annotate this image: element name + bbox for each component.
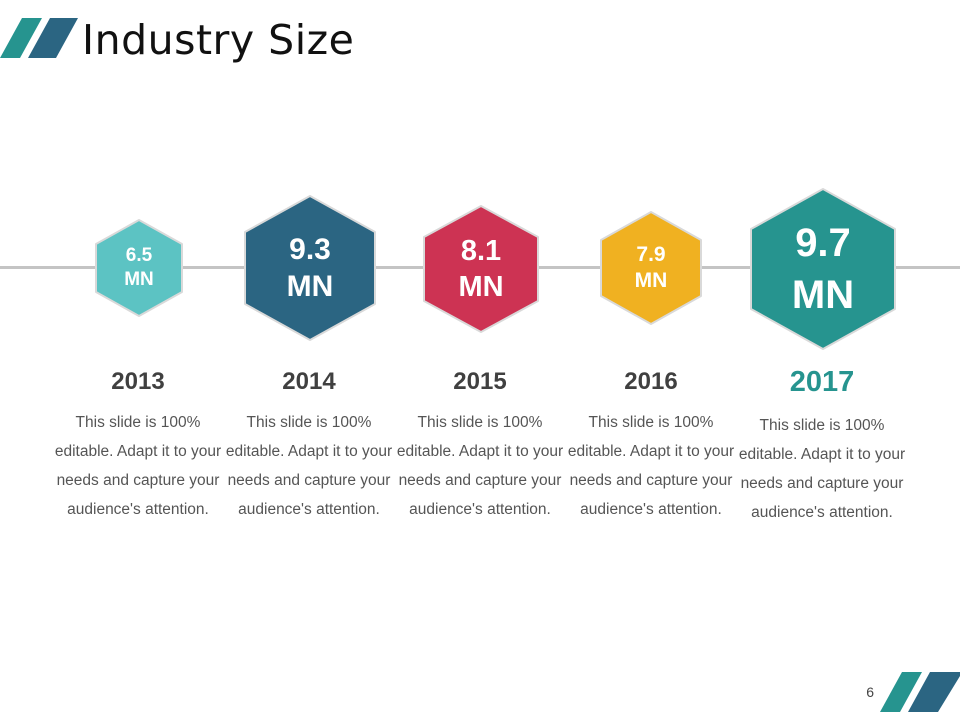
description-2016: This slide is 100% editable. Adapt it to…: [567, 414, 735, 518]
page-title: Industry Size: [82, 16, 355, 64]
unit-2017: MN: [791, 273, 855, 317]
unit-2013: MN: [124, 269, 154, 290]
year-2017: 2017: [789, 366, 855, 398]
value-2017: 9.7: [795, 221, 851, 265]
footer-stripe-icon: [880, 672, 960, 712]
description-2014: This slide is 100% editable. Adapt it to…: [225, 414, 393, 518]
value-2015: 8.1: [460, 234, 502, 267]
description-2015: This slide is 100% editable. Adapt it to…: [396, 414, 564, 518]
value-2013: 6.5: [125, 245, 153, 267]
description-2013: This slide is 100% editable. Adapt it to…: [54, 414, 222, 518]
hexagon-2017: [750, 188, 896, 350]
value-2016: 7.9: [636, 242, 666, 266]
hexagon-2014: [244, 195, 376, 341]
value-2014: 9.3: [289, 232, 331, 266]
page-number: 6: [866, 684, 874, 700]
hexagon-2016: [600, 211, 702, 325]
hex-label-2015: 8.1 MN: [422, 204, 540, 334]
description-2017: This slide is 100% editable. Adapt it to…: [738, 417, 906, 521]
year-2015: 2015: [453, 368, 507, 395]
hexagon-2013: [95, 219, 183, 317]
year-2016: 2016: [624, 368, 678, 395]
stripe-logo-icon: [0, 18, 78, 58]
year-2014: 2014: [282, 368, 336, 395]
hex-label-2017: 9.7 MN: [749, 187, 897, 351]
unit-2014: MN: [286, 270, 334, 303]
hex-label-2014: 9.3 MN: [243, 194, 377, 342]
unit-2016: MN: [634, 269, 668, 292]
hexagon-2015: [423, 205, 539, 333]
hex-label-2016: 7.9 MN: [599, 210, 703, 326]
unit-2015: MN: [458, 271, 504, 303]
hex-label-2013: 6.5 MN: [94, 218, 184, 318]
year-2013: 2013: [111, 368, 165, 395]
